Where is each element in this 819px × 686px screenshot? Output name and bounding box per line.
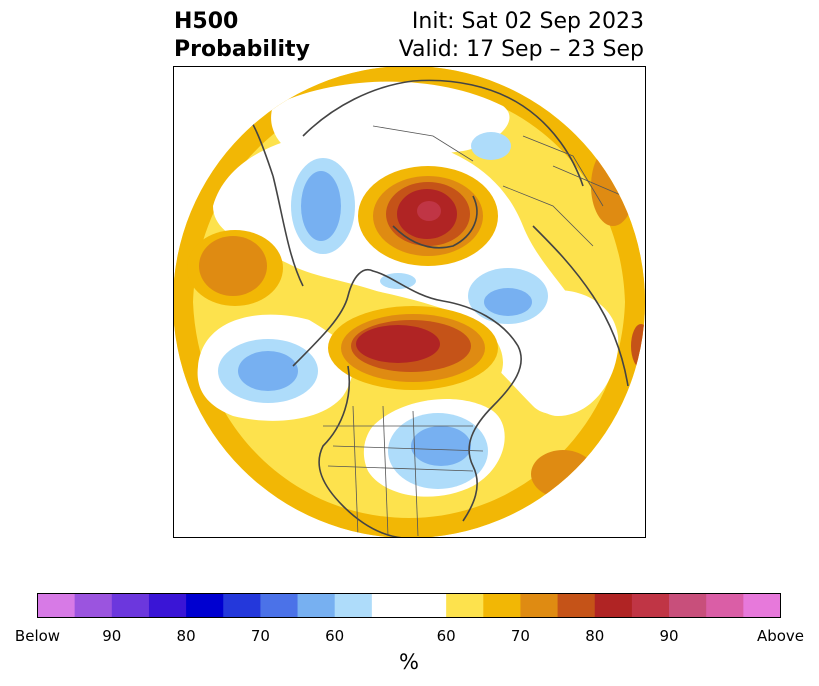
colorbar-cell <box>186 593 224 618</box>
map-title: H500 Probability <box>174 8 310 64</box>
colorbar-cell <box>631 593 670 618</box>
map-frame <box>173 66 646 538</box>
colorbar-cell <box>669 593 707 618</box>
colorbar-tick-label: 90 <box>102 627 122 645</box>
valid-range: Valid: 17 Sep – 23 Sep <box>398 37 644 62</box>
colorbar-tick-label: 70 <box>250 627 270 645</box>
borders <box>323 125 624 537</box>
colorbar-cell <box>557 593 596 618</box>
colorbar-cell <box>706 593 744 618</box>
colorbar-cell <box>297 593 336 618</box>
colorbar-tick-label: 60 <box>436 627 456 645</box>
colorbar-tick-label: 80 <box>585 627 605 645</box>
colorbar-tick-label: 60 <box>325 627 345 645</box>
below-60-arctic <box>471 132 511 160</box>
colorbar-cell <box>334 593 373 618</box>
above-75-west <box>199 236 267 296</box>
colorbar-tick-label: Below <box>14 627 61 645</box>
below-70-pacific <box>238 351 298 391</box>
colorbar-tick-label: 80 <box>176 627 196 645</box>
colorbar-frame <box>37 593 781 618</box>
title-line-2: Probability <box>174 37 310 62</box>
colorbar <box>37 593 781 618</box>
colorbar-cell <box>520 593 559 618</box>
init-date: Init: Sat 02 Sep 2023 <box>411 9 644 34</box>
neutral-right <box>521 290 619 416</box>
neutral-upper <box>271 81 510 162</box>
colorbar-cell <box>37 593 76 618</box>
above-80-canada <box>356 325 440 363</box>
below-70-siberia <box>484 288 532 316</box>
colorbar-unit: % <box>399 650 419 674</box>
below-70-alaska <box>301 171 341 241</box>
below-70-east-us <box>411 426 471 466</box>
probability-map <box>173 66 646 538</box>
colorbar-cell <box>371 593 410 618</box>
colorbar-cell <box>223 593 261 618</box>
colorbar-cell <box>409 593 447 618</box>
title-line-1: H500 <box>174 9 239 34</box>
above-70-europe <box>591 146 635 226</box>
above-70-atlantic <box>531 450 595 498</box>
date-info: Init: Sat 02 Sep 2023 Valid: 17 Sep – 23… <box>399 8 644 64</box>
colorbar-tick-label: Above <box>756 627 805 645</box>
colorbar-cell <box>260 593 299 618</box>
colorbar-cells <box>37 593 781 618</box>
above-85-north <box>417 201 441 221</box>
colorbar-cell <box>743 593 781 618</box>
colorbar-cell <box>74 593 113 618</box>
colorbar-cell <box>148 593 187 618</box>
colorbar-cell <box>446 593 484 618</box>
colorbar-tick-label: 70 <box>510 627 530 645</box>
map-disc <box>173 66 645 538</box>
coastlines <box>232 79 629 538</box>
colorbar-tick-label: 90 <box>659 627 679 645</box>
colorbar-cell <box>594 593 633 618</box>
colorbar-cell <box>111 593 150 618</box>
colorbar-cell <box>483 593 521 618</box>
